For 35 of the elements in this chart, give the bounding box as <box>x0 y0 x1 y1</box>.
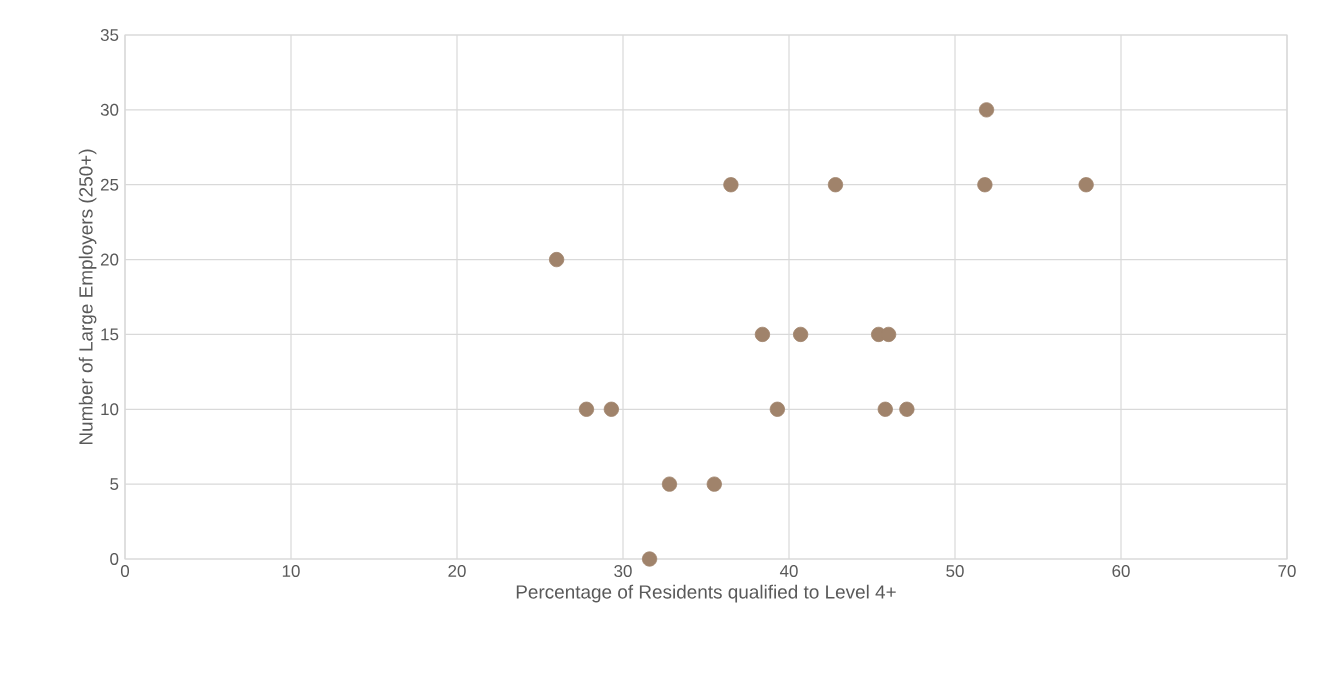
point <box>877 401 893 417</box>
y-tick-label: 0 <box>110 553 119 565</box>
y-axis-title: Number of Large Employers (250+) <box>78 149 97 445</box>
y-tick-label: 15 <box>101 328 119 341</box>
point <box>661 476 678 492</box>
point <box>769 401 785 417</box>
x-tick-label: 50 <box>946 565 964 578</box>
point <box>754 326 771 343</box>
point <box>827 177 844 193</box>
point <box>603 401 619 417</box>
point <box>723 177 739 193</box>
point <box>899 401 915 417</box>
point <box>641 551 658 567</box>
point <box>978 102 995 118</box>
x-tick-label: 40 <box>779 565 798 578</box>
y-tick-label: 5 <box>110 478 119 491</box>
y-tick-label: 30 <box>100 103 119 116</box>
point <box>977 177 993 193</box>
x-tick-label: 10 <box>282 565 300 578</box>
point <box>549 251 565 268</box>
x-tick-label: 70 <box>1278 565 1296 578</box>
y-tick-label: 10 <box>101 403 119 416</box>
x-axis-title: Percentage of Residents qualified to Level 4+ <box>516 584 896 603</box>
x-tick-label: 30 <box>614 565 632 578</box>
y-tick-label: 25 <box>100 178 119 191</box>
point <box>578 401 595 417</box>
point <box>706 476 722 492</box>
x-tick-label: 0 <box>120 565 130 578</box>
y-tick-label: 20 <box>100 253 119 266</box>
x-tick-label: 60 <box>1112 565 1130 578</box>
point <box>1078 177 1094 193</box>
y-tick-label: 35 <box>100 29 119 41</box>
x-tick-label: 20 <box>448 565 466 578</box>
point <box>793 326 809 343</box>
point <box>881 326 897 343</box>
